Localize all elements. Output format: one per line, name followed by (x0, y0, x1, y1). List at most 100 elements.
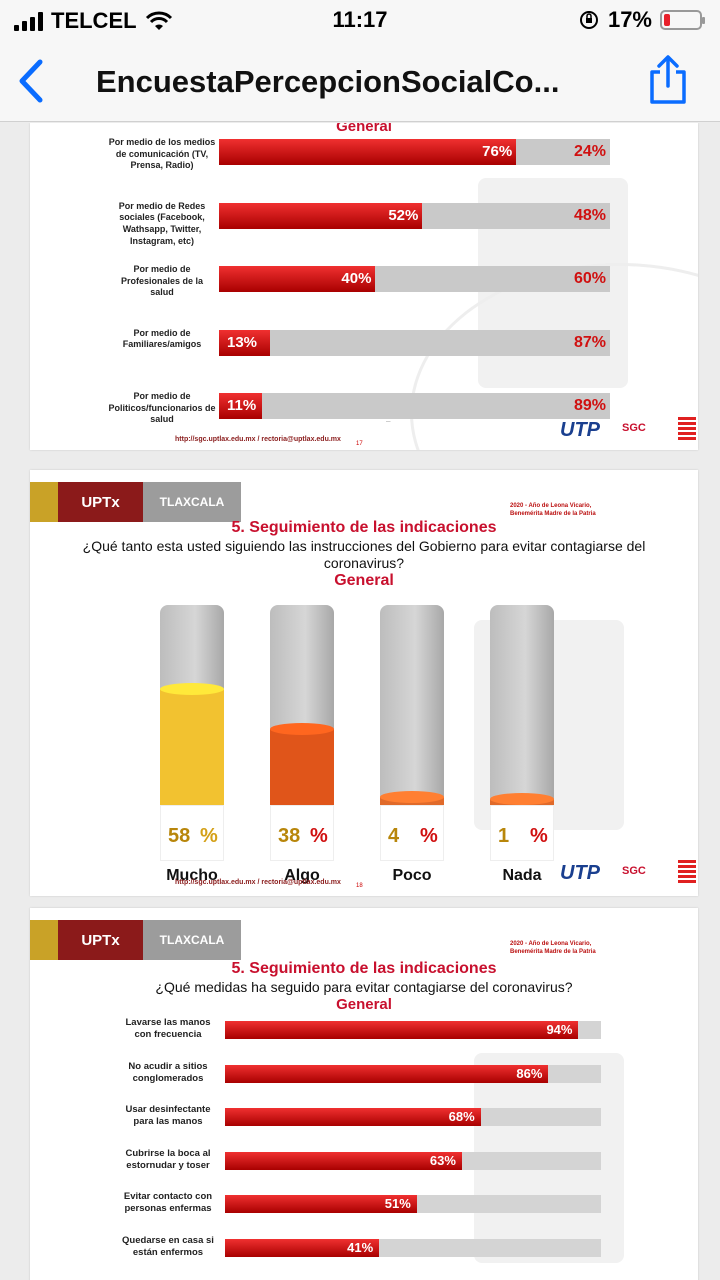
column-track (490, 605, 554, 805)
wifi-icon (145, 11, 172, 30)
bar-label: Cubrirse la boca al estornudar y toser (125, 1147, 211, 1171)
bar-label: Por medio de Redes sociales (Facebook, W… (118, 200, 206, 246)
bar (219, 329, 270, 356)
brand-logo: UPTx (81, 931, 120, 949)
page-number: 17 (356, 441, 363, 447)
footer-url: http://sgc.uptlax.edu.mx / rectoria@uptl… (175, 436, 341, 443)
slide-17: General Por medio de los medios de comun… (30, 123, 698, 450)
column-bar (160, 689, 224, 805)
lion-emblem (30, 920, 58, 960)
bar-label: No acudir a sitios conglomerados (128, 1060, 208, 1084)
signal-icon (14, 11, 43, 31)
slide-19: UPTx TLAXCALA 2020 - Año de Leona Vicari… (30, 908, 698, 1280)
column-percent-sign: % (530, 825, 548, 847)
section-title: 5. Seguimiento de las indicaciones (231, 960, 497, 977)
bar-track: 86% (225, 1064, 601, 1083)
bar-label: Lavarse las manos con frecuencia (125, 1017, 211, 1041)
bar-value: 11% (227, 397, 257, 414)
question-text: ¿Qué tanto esta usted siguiendo las inst… (82, 538, 646, 571)
bar-track: 41% (225, 1238, 601, 1257)
bar-value: 52% (388, 206, 419, 224)
bar-label: Por medio de Politicos/funcionarios de s… (108, 391, 216, 425)
state-logo: TLAXCALA (159, 933, 225, 947)
bar-label: Evitar contacto con personas enfermas (123, 1191, 213, 1215)
bar-track: 11% 89% (219, 393, 610, 419)
pdf-viewer[interactable]: General Por medio de los medios de comun… (0, 123, 720, 1280)
column-percent-sign: % (200, 825, 218, 847)
bar-rest-value: 60% (574, 270, 607, 287)
iso-logo (678, 417, 696, 441)
column-category-label: Algo (284, 867, 320, 884)
column-bar (270, 729, 334, 805)
orientation-lock-icon (579, 11, 598, 29)
chart-subtitle: General (334, 572, 394, 589)
bar-track: 51% (225, 1195, 601, 1213)
lion-emblem (30, 482, 58, 522)
column-track (160, 605, 224, 805)
state-logo: TLAXCALA (159, 495, 225, 509)
carrier-label: TELCEL (51, 8, 137, 33)
bar (225, 1108, 481, 1126)
column-track (270, 605, 334, 805)
document-title: EncuestaPercepcionSocialCo... (96, 64, 560, 99)
bar-value: 13% (227, 333, 258, 351)
bar-label: Por medio de los medios de comunicación … (108, 137, 216, 171)
year-note: 2020 - Año de Leona Vicario, Benemérita M… (510, 941, 596, 956)
column-base (380, 805, 444, 861)
column-category-label: Nada (502, 867, 542, 884)
bar-label: Por medio de Familiares/amigos (122, 327, 202, 350)
nav-bar: EncuestaPercepcionSocialCo... (0, 40, 720, 122)
bar (225, 1238, 380, 1257)
bar-rest-value: 87% (574, 333, 607, 351)
chevron-left-icon (19, 59, 43, 103)
bar (225, 1064, 549, 1083)
bar-value: 94% (546, 1022, 573, 1037)
year-note: 2020 - Año de Leona Vicario, Benemérita M… (510, 503, 596, 518)
column-value: 4 (388, 825, 400, 847)
bar (225, 1195, 417, 1213)
question-text: ¿Qué medidas ha seguido para evitar cont… (155, 979, 573, 995)
share-button[interactable] (646, 54, 690, 106)
column-base (490, 805, 554, 861)
bar-track: 76% 24% (219, 139, 610, 165)
bar (219, 139, 517, 165)
bar-track: 68% (225, 1108, 601, 1126)
bar (225, 1151, 462, 1170)
bar-rest-value: 89% (574, 397, 607, 414)
sgc-logo: SGC (622, 865, 646, 877)
column-percent-sign: % (420, 825, 438, 847)
bar-value: 40% (341, 270, 372, 287)
bar (219, 393, 262, 419)
slide-18: UPTx TLAXCALA 2020 - Año de Leona Vicari… (30, 470, 698, 896)
bar-value: 76% (482, 143, 513, 160)
bar-label: Usar desinfectante para las manos (125, 1104, 211, 1128)
bar-value: 41% (347, 1239, 374, 1255)
footer-url: http://sgc.uptlax.edu.mx / rectoria@uptl… (175, 879, 341, 886)
footer-address: — (386, 419, 391, 424)
bar-track: 63% (225, 1151, 601, 1170)
bar-track: 52% 48% (219, 202, 610, 229)
bar (219, 202, 423, 229)
column-value: 1 (498, 825, 510, 847)
bar-rest-value: 24% (574, 143, 607, 160)
column-category-label: Mucho (166, 867, 218, 884)
bar-track: 94% (225, 1021, 601, 1039)
chart-subtitle: General (336, 996, 392, 1013)
column-base (270, 805, 334, 861)
battery-icon (660, 10, 705, 30)
column-category-label: Poco (392, 867, 432, 884)
column-value: 38 (278, 825, 301, 847)
utp-logo: UTP (560, 419, 600, 441)
page-number: 18 (356, 883, 363, 889)
bar (225, 1021, 579, 1039)
column-bar (380, 797, 444, 805)
brand-logo: UPTx (81, 493, 120, 511)
back-button[interactable] (14, 58, 48, 104)
clock: 11:17 (332, 7, 388, 32)
bar (219, 266, 376, 292)
bar-track: 40% 60% (219, 266, 610, 292)
bar-value: 86% (516, 1065, 543, 1081)
bar-value: 68% (448, 1109, 475, 1124)
iso-logo (678, 860, 696, 884)
column-value: 58 (168, 825, 191, 847)
